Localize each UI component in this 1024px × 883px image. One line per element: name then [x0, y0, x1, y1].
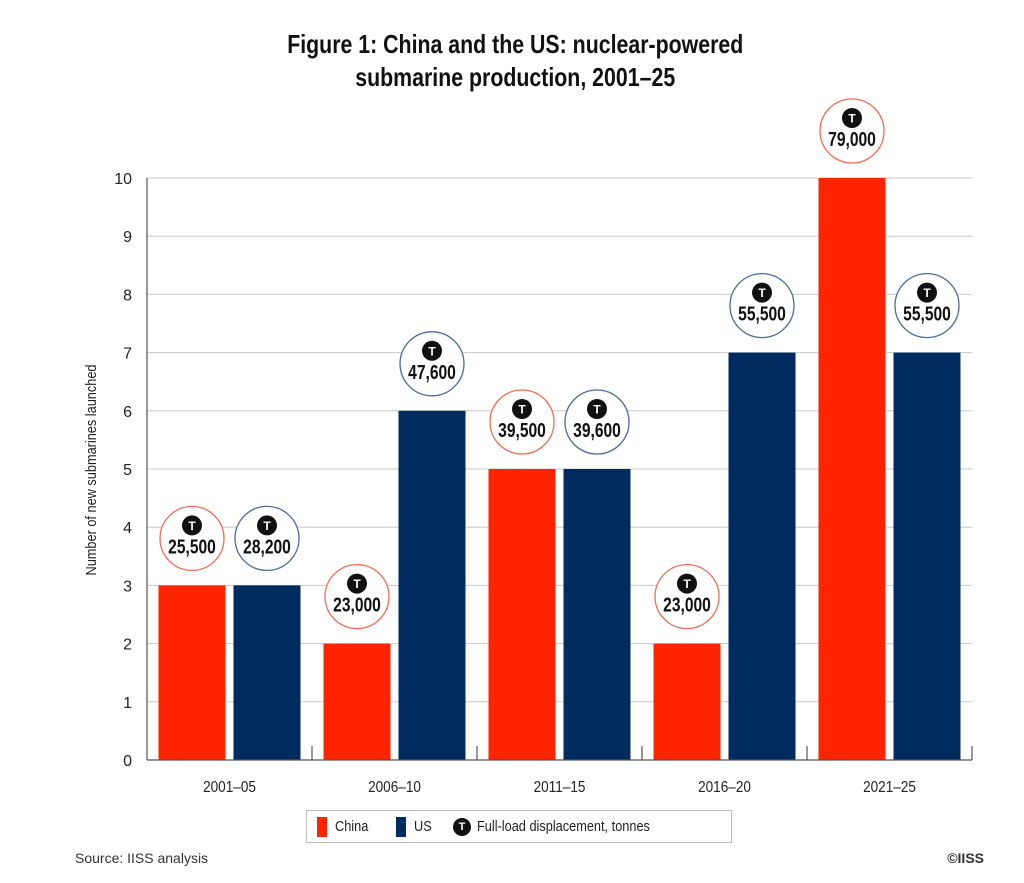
displacement-badge: T 23,000	[654, 563, 720, 630]
bar-us-3	[563, 469, 631, 760]
y-tick-label: 8	[123, 287, 132, 304]
bars	[158, 178, 961, 760]
badge-t-letter: T	[188, 519, 196, 533]
displacement-badge: T 55,500	[729, 272, 795, 339]
bar-us-4	[728, 352, 796, 760]
badge-t-letter: T	[758, 286, 766, 300]
displacement-label: 55,500	[903, 303, 951, 325]
badge-t-letter: T	[593, 403, 601, 417]
displacement-badge: T 25,500	[159, 505, 225, 572]
displacement-t-icon	[752, 282, 772, 303]
y-tick-label: 7	[123, 346, 132, 363]
badge-circle	[819, 98, 885, 164]
displacement-t-icon	[917, 282, 937, 303]
y-tick-label: 9	[123, 229, 132, 246]
y-tick-label: 6	[123, 404, 132, 421]
displacement-t-icon	[422, 340, 442, 361]
displacement-badge: T 23,000	[324, 563, 390, 630]
displacement-t-icon	[677, 573, 697, 594]
y-tick-label: 4	[123, 520, 132, 537]
displacement-t-icon	[587, 399, 607, 419]
bar-china-4	[653, 643, 721, 760]
legend-item-china: China	[317, 816, 374, 837]
displacement-t-icon	[257, 515, 277, 536]
displacement-label: 23,000	[663, 594, 711, 616]
bar-us-5	[893, 352, 961, 760]
displacement-t-icon: T	[453, 817, 472, 836]
displacement-t-icon	[842, 108, 862, 128]
legend-item-us: US	[396, 816, 435, 837]
legend-label-us: US	[414, 818, 432, 835]
displacement-label: 47,600	[408, 361, 456, 383]
badge-t-letter: T	[683, 577, 691, 591]
y-tick-label: 3	[123, 578, 132, 595]
y-tick-label: 1	[123, 695, 132, 712]
y-tick-label: 10	[114, 171, 132, 188]
displacement-label: 28,200	[243, 536, 291, 558]
y-tick-label: 5	[123, 462, 132, 479]
displacement-badge: T 28,200	[234, 505, 300, 572]
x-tick-label: 2016–20	[698, 779, 751, 796]
displacement-label: 39,600	[573, 419, 621, 441]
badge-t-letter: T	[518, 403, 526, 417]
displacement-badge: T 79,000	[819, 98, 885, 164]
y-tick-label: 0	[123, 753, 132, 770]
badge-circle	[564, 389, 630, 455]
displacement-t-icon	[347, 573, 367, 594]
displacement-label: 79,000	[828, 128, 876, 150]
legend-item-displacement: T Full-load displacement, tonnes	[453, 817, 680, 836]
bar-china-3	[488, 469, 556, 760]
badge-t-letter: T	[848, 112, 856, 126]
displacement-label: 55,500	[738, 303, 786, 325]
badge-circle	[324, 563, 390, 630]
x-tick-label: 2011–15	[534, 779, 586, 796]
displacement-t-icon	[512, 399, 532, 419]
x-tick-label: 2001–05	[203, 779, 256, 796]
displacement-badge: T 55,500	[894, 272, 960, 339]
y-axis-label: Number of new submarines launched	[82, 365, 99, 576]
bar-china-1	[158, 585, 226, 760]
badge-circle	[894, 272, 960, 339]
badge-t-letter: T	[353, 577, 361, 591]
axes	[146, 178, 973, 761]
chart-title-line-1: Figure 1: China and the US: nuclear-powe…	[287, 29, 744, 59]
displacement-label: 25,500	[168, 536, 216, 558]
displacement-label: 23,000	[333, 594, 381, 616]
badge-circle	[729, 272, 795, 339]
bar-china-2	[323, 643, 391, 760]
legend-label-displacement: Full-load displacement, tonnes	[477, 818, 650, 835]
badge-circle	[654, 563, 720, 630]
bar-us-2	[398, 410, 466, 760]
y-axis-ticks: 0 1 2 3 4 5 6 7 8 9 10	[114, 171, 132, 770]
legend-label-china: China	[335, 818, 369, 835]
badge-circle	[159, 505, 225, 572]
legend-swatch-us	[396, 816, 407, 837]
badge-circle	[489, 389, 555, 455]
displacement-badge: T 47,600	[399, 331, 465, 397]
badge-t-letter: T	[923, 286, 931, 300]
legend: China US T Full-load displacement, tonne…	[306, 810, 732, 843]
badge-circle	[399, 331, 465, 397]
chart-title: Figure 1: China and the US: nuclear-powe…	[95, 28, 935, 94]
source-note: Source: IISS analysis	[75, 850, 209, 866]
badge-t-letter: T	[428, 344, 436, 358]
y-tick-label: 2	[123, 637, 132, 654]
x-tick-label: 2021–25	[863, 779, 916, 796]
badge-circle	[234, 505, 300, 572]
x-tick-label: 2006–10	[368, 779, 421, 796]
displacement-badge: T 39,600	[564, 389, 630, 455]
bar-china-5	[818, 178, 886, 760]
displacement-badges: T 25,500 T 28,200 T 23,000 T 47,600 T 39,500 T 39,6…	[159, 98, 960, 630]
bar-us-1	[233, 585, 301, 760]
displacement-badge: T 39,500	[489, 389, 555, 455]
badge-t-letter: T	[263, 519, 271, 533]
displacement-t-icon	[182, 515, 202, 536]
x-axis-ticks: 2001–05 2006–10 2011–15 2016–20 2021–25	[203, 779, 916, 796]
legend-swatch-china	[317, 816, 327, 837]
displacement-label: 39,500	[498, 419, 546, 441]
chart-title-line-2: submarine production, 2001–25	[355, 62, 676, 92]
copyright: ©IISS	[947, 850, 984, 866]
